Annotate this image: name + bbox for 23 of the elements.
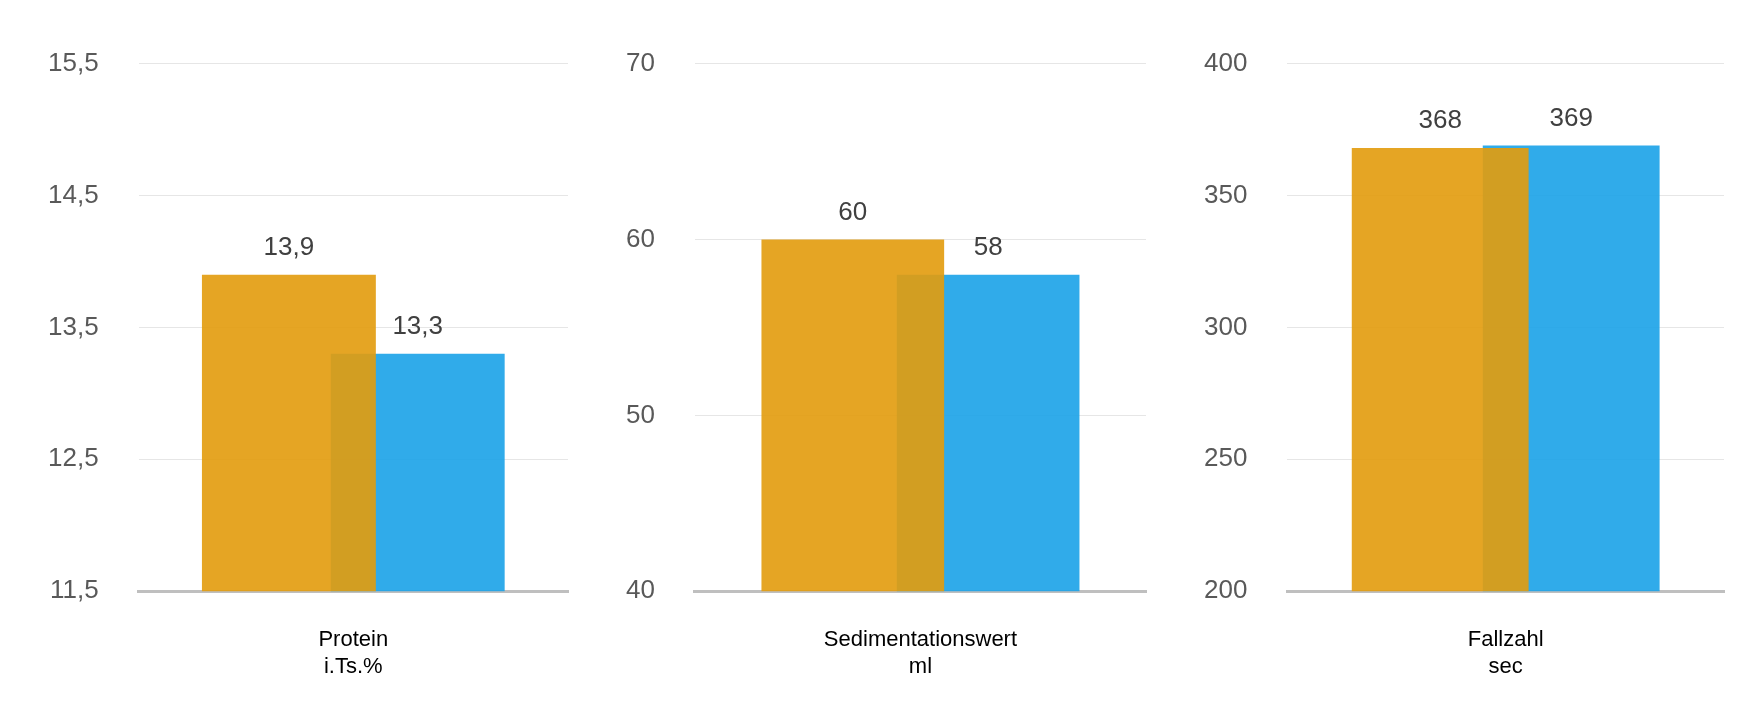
y-tick-label: 11,5	[49, 574, 99, 605]
y-tick-label: 15,5	[47, 46, 99, 77]
y-tick-label: 13,5	[47, 310, 99, 341]
y-tick-label: 50	[626, 398, 655, 429]
data-label: 13,9	[263, 230, 315, 261]
y-tick-label: 400	[1203, 46, 1248, 77]
y-tick-label: 70	[626, 46, 655, 77]
y-tick-label: 14,5	[47, 178, 99, 209]
x-tick-label: Fallzahl sec	[1467, 626, 1544, 678]
y-tick-label: 250	[1203, 442, 1248, 473]
data-label: 58	[973, 230, 1003, 261]
y-tick-label: 300	[1203, 310, 1248, 341]
data-label: 13,3	[392, 309, 444, 340]
x-tick-label: Sedimentationswert ml	[823, 626, 1018, 678]
y-tick-label: 60	[626, 222, 655, 253]
x-tick-label: Protein i.Ts.%	[318, 626, 389, 678]
data-label: 369	[1549, 101, 1593, 132]
y-tick-label: 350	[1203, 178, 1248, 209]
y-tick-label: 12,5	[47, 442, 99, 473]
data-label: 60	[838, 195, 868, 226]
y-tick-label: 200	[1203, 574, 1248, 605]
data-label: 368	[1418, 104, 1462, 135]
y-tick-label: 40	[626, 574, 655, 605]
